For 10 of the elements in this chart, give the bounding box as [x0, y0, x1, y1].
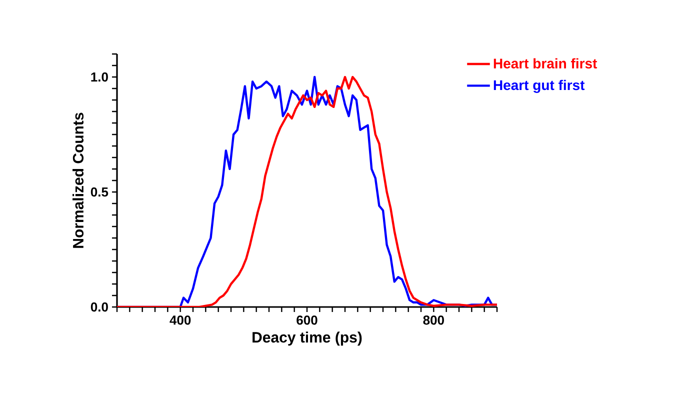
x-tick-label: 400	[170, 316, 191, 325]
y-tick-label: 0.0	[90, 302, 108, 312]
y-axis-title: Normalized Counts	[72, 112, 84, 248]
legend-label: Heart gut first	[494, 80, 585, 93]
x-tick-label: 600	[296, 316, 318, 325]
y-tick-label: 1.0	[91, 72, 108, 82]
legend-label: Heart brain first	[494, 58, 598, 68]
x-tick-label: 800	[423, 316, 444, 325]
y-tick-label: 0.5	[90, 187, 108, 197]
x-axis-title: Deacy time (ps)	[252, 332, 362, 346]
